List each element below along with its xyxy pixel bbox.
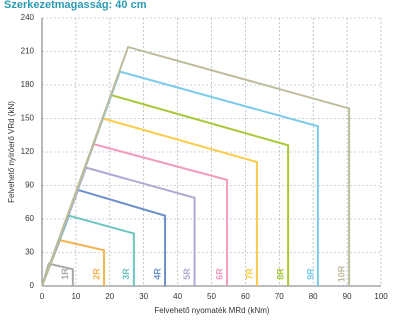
x-tick-label: 10 bbox=[71, 292, 80, 301]
y-tick-label: 30 bbox=[25, 248, 34, 257]
x-tick-label: 30 bbox=[139, 292, 148, 301]
x-tick-label: 90 bbox=[343, 292, 352, 301]
x-tick-label: 40 bbox=[173, 292, 182, 301]
x-tick-label: 100 bbox=[374, 292, 388, 301]
y-tick-label: 150 bbox=[21, 114, 35, 123]
x-tick-label: 60 bbox=[241, 292, 250, 301]
series-line bbox=[41, 70, 319, 287]
series-label: 2R bbox=[91, 268, 101, 280]
series-label: 4R bbox=[152, 268, 162, 280]
x-tick-label: 70 bbox=[275, 292, 284, 301]
x-tick-label: 50 bbox=[207, 292, 216, 301]
x-tick-label: 20 bbox=[105, 292, 114, 301]
series-label: 1R bbox=[60, 268, 70, 280]
series-label: 9R bbox=[305, 268, 315, 280]
y-tick-label: 240 bbox=[21, 13, 35, 22]
series-label: 10R bbox=[337, 265, 347, 282]
series-line bbox=[41, 45, 351, 287]
x-tick-label: 80 bbox=[309, 292, 318, 301]
y-tick-label: 180 bbox=[21, 80, 35, 89]
series-label: 5R bbox=[182, 268, 192, 280]
x-tick-label: 0 bbox=[40, 292, 45, 301]
series-label: 7R bbox=[244, 268, 254, 280]
y-axis-title: Felvehető nyíróerő VRd (kN) bbox=[7, 101, 16, 203]
y-tick-label: 60 bbox=[25, 214, 34, 223]
series-label: 6R bbox=[214, 268, 224, 280]
series-label: 8R bbox=[275, 268, 285, 280]
y-tick-label: 120 bbox=[21, 147, 35, 156]
chart-title: Szerkezetmagasság: 40 cm bbox=[4, 0, 147, 11]
y-tick-label: 210 bbox=[21, 47, 35, 56]
x-axis-title: Felvehető nyomaték MRd (kNm) bbox=[154, 306, 269, 315]
y-tick-label: 90 bbox=[25, 181, 34, 190]
series-label: 3R bbox=[121, 268, 131, 280]
y-tick-label: 0 bbox=[30, 281, 35, 290]
